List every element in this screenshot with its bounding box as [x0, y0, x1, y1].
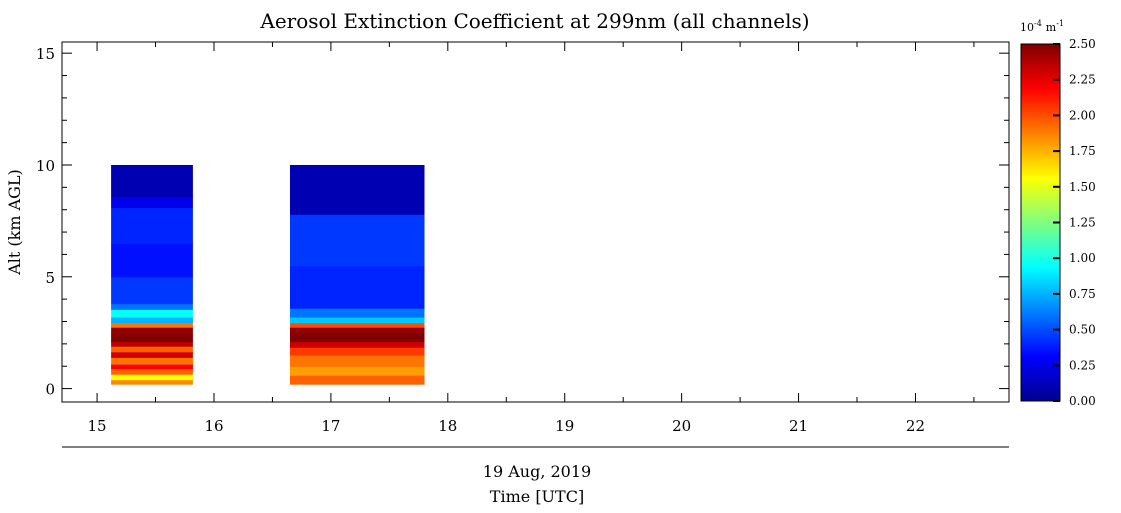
heatmap-cell	[111, 165, 193, 197]
x-tick-label: 15	[88, 417, 107, 435]
heatmap-segment	[290, 165, 425, 385]
x-tick-label: 20	[672, 417, 691, 435]
colorbar-tick-label: 1.50	[1069, 180, 1096, 194]
colorbar-tick-label: 0.50	[1069, 323, 1096, 337]
heatmap-cell	[111, 322, 193, 328]
heatmap-segments	[111, 165, 425, 385]
y-axis-label: Alt (km AGL)	[5, 169, 24, 276]
heatmap-cell	[111, 333, 193, 343]
x-tick-label: 22	[906, 417, 925, 435]
x-axis-label: Time [UTC]	[490, 487, 584, 506]
colorbar-unit-base: 10	[1020, 21, 1034, 34]
heatmap-cell	[111, 276, 193, 305]
colorbar-tick-label: 1.75	[1069, 144, 1096, 158]
x-axis-date-label: 19 Aug, 2019	[483, 462, 591, 481]
heatmap-cell	[111, 317, 193, 324]
heatmap-cell	[111, 364, 193, 370]
heatmap-cell	[290, 327, 425, 334]
y-tick-labels: 0 5 10 15	[36, 45, 55, 398]
heatmap-cell	[111, 379, 193, 385]
heatmap-cell	[111, 327, 193, 335]
colorbar-tick-label: 1.00	[1069, 251, 1096, 265]
heatmap-cell	[111, 341, 193, 347]
axis-ticks	[62, 42, 1009, 402]
x-tick-label: 17	[321, 417, 340, 435]
x-tick-label: 19	[555, 417, 574, 435]
heatmap-cell	[290, 317, 425, 324]
heatmap-cell	[111, 368, 193, 375]
colorbar-tick-label: 1.25	[1069, 216, 1096, 230]
colorbar: 10-4 m-1 0.00 0.25 0.50 0.75 1.00 1.25 1.50 1.75…	[1020, 19, 1096, 408]
y-tick-label: 15	[36, 45, 55, 63]
heatmap-cell	[290, 347, 425, 356]
heatmap-cell	[290, 265, 425, 309]
x-tick-label: 21	[789, 417, 808, 435]
chart-title: Aerosol Extinction Coefficient at 299nm …	[259, 9, 809, 33]
y-tick-label: 5	[45, 269, 55, 287]
heatmap-cell	[290, 322, 425, 328]
y-tick-label: 0	[45, 381, 55, 399]
x-tick-labels: 15 16 17 18 19 20 21 22	[88, 417, 925, 435]
colorbar-tick-label: 2.25	[1069, 73, 1096, 87]
plot-area	[61, 41, 1010, 403]
heatmap-cell	[111, 243, 193, 278]
heatmap-cell	[111, 196, 193, 209]
heatmap-cell	[111, 357, 193, 365]
colorbar-tick-label: 2.50	[1069, 37, 1096, 51]
x-tick-label: 16	[204, 417, 223, 435]
colorbar-unit-exp: -4	[1034, 19, 1042, 28]
heatmap-cell	[111, 303, 193, 310]
heatmap-cell	[111, 207, 193, 244]
colorbar-tick-label: 0.75	[1069, 287, 1096, 301]
colorbar-tick-label: 2.00	[1069, 108, 1096, 122]
heatmap-cell	[290, 214, 425, 267]
colorbar-tick-label: 0.00	[1069, 394, 1096, 408]
heatmap-cell	[111, 346, 193, 353]
heatmap-cell	[111, 309, 193, 318]
colorbar-unit-m-exp: -1	[1056, 19, 1064, 28]
heatmap-cell	[290, 375, 425, 385]
heatmap-cell	[290, 366, 425, 376]
heatmap-cell	[290, 355, 425, 367]
y-tick-label: 10	[36, 157, 55, 175]
colorbar-tick-label: 0.25	[1069, 358, 1096, 372]
heatmap-cell	[290, 308, 425, 318]
heatmap-cell	[290, 165, 425, 215]
x-tick-label: 18	[438, 417, 457, 435]
heatmap-cell	[290, 332, 425, 343]
colorbar-unit: 10-4 m-1	[1020, 19, 1064, 34]
heatmap-cell	[111, 374, 193, 381]
colorbar-unit-m: m	[1046, 21, 1057, 34]
plot-frame	[61, 41, 1010, 403]
heatmap-cell	[111, 351, 193, 358]
heatmap-segment	[111, 165, 193, 385]
heatmap-cell	[290, 341, 425, 348]
colorbar-ticks: 0.00 0.25 0.50 0.75 1.00 1.25 1.50 1.75 2.00 2.25…	[1053, 37, 1096, 408]
